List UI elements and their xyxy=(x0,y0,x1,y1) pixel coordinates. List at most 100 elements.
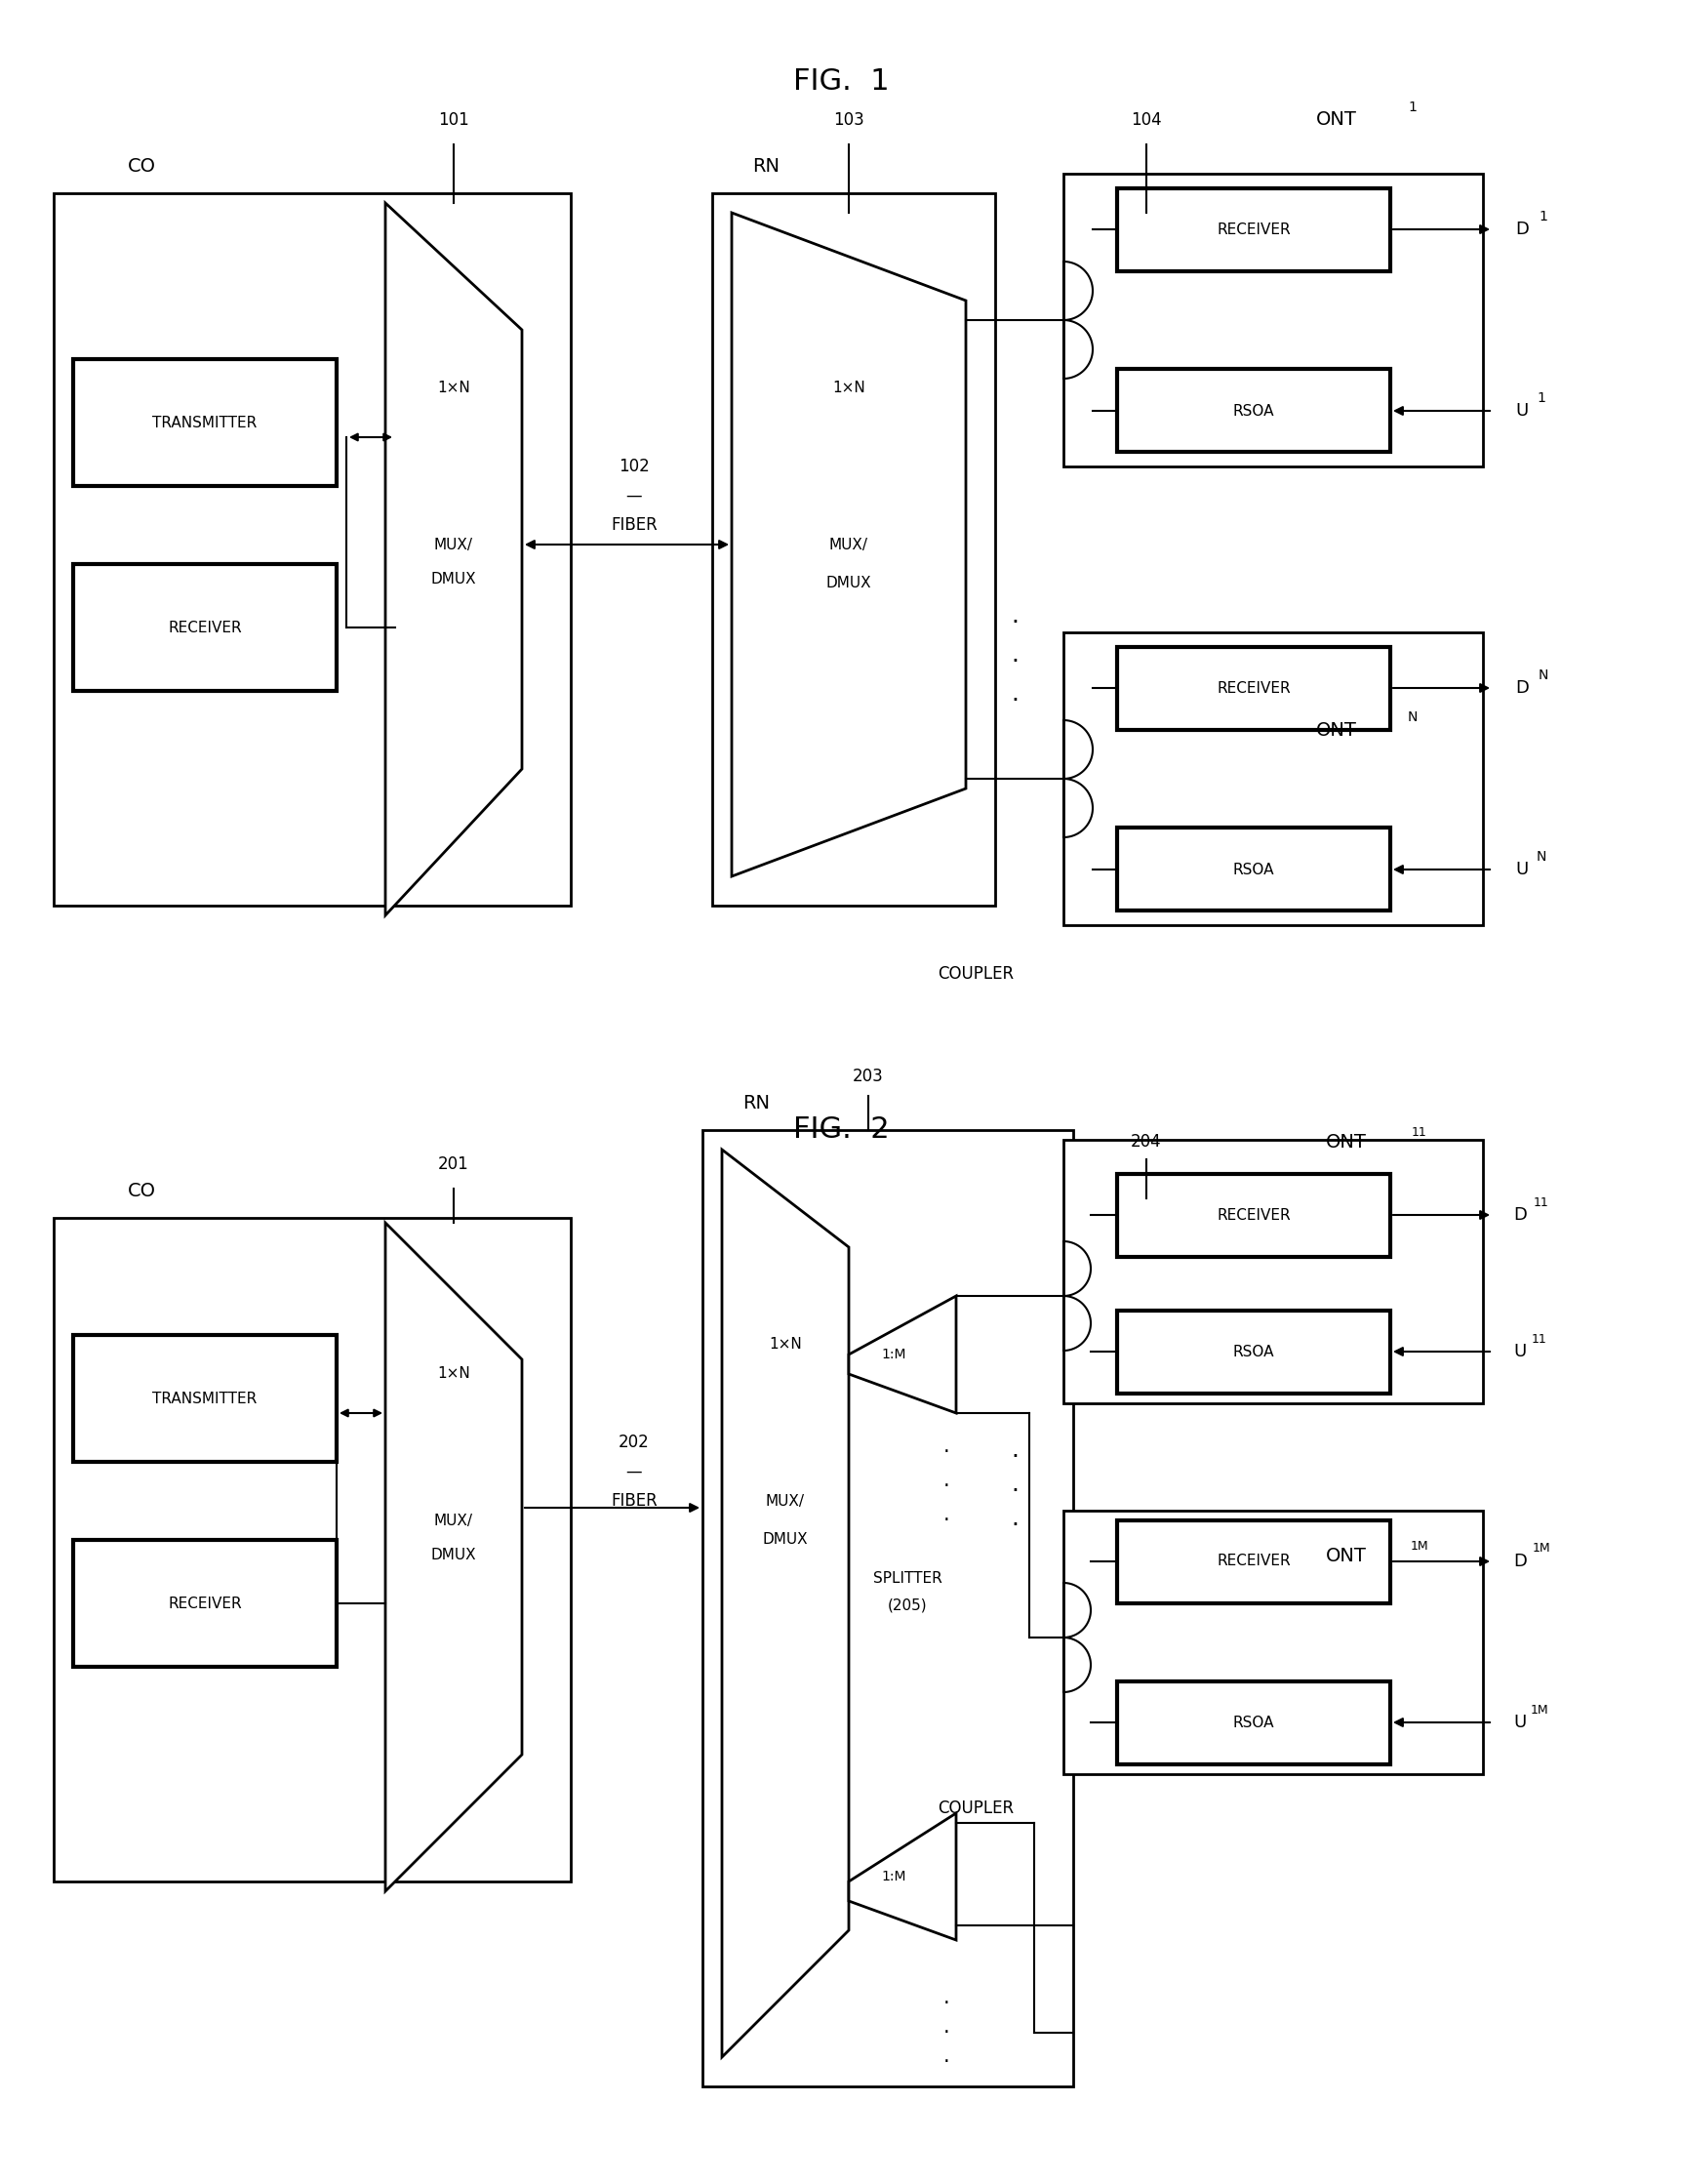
Text: RECEIVER: RECEIVER xyxy=(168,1597,242,1610)
Bar xyxy=(1116,188,1390,271)
Text: U: U xyxy=(1515,860,1528,878)
Text: (205): (205) xyxy=(888,1599,926,1612)
Text: 1: 1 xyxy=(1407,100,1415,114)
Bar xyxy=(711,192,995,906)
Text: RSOA: RSOA xyxy=(1232,1345,1274,1358)
Bar xyxy=(703,1129,1072,2086)
Text: 1×N: 1×N xyxy=(832,380,864,395)
Bar xyxy=(74,1540,336,1666)
Text: ONT: ONT xyxy=(1316,111,1357,129)
Text: 202: 202 xyxy=(619,1433,649,1450)
Bar xyxy=(1116,1310,1390,1393)
Bar xyxy=(1116,1520,1390,1603)
Bar xyxy=(1062,1511,1483,1773)
Text: 11: 11 xyxy=(1410,1125,1427,1138)
Text: RECEIVER: RECEIVER xyxy=(1215,223,1289,238)
Text: ·: · xyxy=(1010,651,1019,673)
Text: U: U xyxy=(1513,1343,1526,1361)
Text: RECEIVER: RECEIVER xyxy=(1215,681,1289,697)
Text: D: D xyxy=(1515,221,1528,238)
Text: RSOA: RSOA xyxy=(1232,1714,1274,1730)
Text: —: — xyxy=(625,487,642,505)
Text: 1: 1 xyxy=(1536,391,1545,404)
Text: FIBER: FIBER xyxy=(610,1492,657,1509)
Text: 1:M: 1:M xyxy=(881,1870,906,1883)
Text: D: D xyxy=(1513,1553,1526,1570)
Text: 101: 101 xyxy=(439,111,469,129)
Bar xyxy=(74,1334,336,1461)
Text: ·: · xyxy=(1010,612,1019,633)
Text: ·: · xyxy=(943,1511,950,1531)
Polygon shape xyxy=(385,203,521,915)
Text: DMUX: DMUX xyxy=(430,572,476,585)
Text: ·: · xyxy=(1010,1479,1019,1503)
Bar xyxy=(1116,369,1390,452)
Text: RN: RN xyxy=(751,157,778,175)
Bar xyxy=(54,1219,570,1880)
Bar xyxy=(54,192,570,906)
Text: N: N xyxy=(1407,710,1417,725)
Text: TRANSMITTER: TRANSMITTER xyxy=(153,1391,257,1406)
Text: 104: 104 xyxy=(1130,111,1162,129)
Text: 102: 102 xyxy=(619,459,649,476)
Text: ONT: ONT xyxy=(1316,721,1357,738)
Text: 201: 201 xyxy=(439,1155,469,1173)
Text: FIBER: FIBER xyxy=(610,515,657,533)
Text: CO: CO xyxy=(128,1182,156,1199)
Text: ·: · xyxy=(1010,1514,1019,1538)
Text: CO: CO xyxy=(128,157,156,175)
Text: FIG.  1: FIG. 1 xyxy=(792,68,889,96)
Text: U: U xyxy=(1513,1714,1526,1732)
Text: ·: · xyxy=(943,2053,950,2073)
Text: ·: · xyxy=(1010,688,1019,712)
Text: 1M: 1M xyxy=(1531,1542,1550,1555)
Polygon shape xyxy=(849,1295,955,1413)
Text: COUPLER: COUPLER xyxy=(936,965,1014,983)
Text: —: — xyxy=(625,1463,642,1481)
Text: D: D xyxy=(1513,1206,1526,1223)
Polygon shape xyxy=(385,1223,521,1891)
Polygon shape xyxy=(721,1149,849,2057)
Bar xyxy=(1116,1682,1390,1765)
Text: U: U xyxy=(1515,402,1528,419)
Text: SPLITTER: SPLITTER xyxy=(872,1572,941,1586)
Bar xyxy=(74,563,336,690)
Text: ONT: ONT xyxy=(1325,1133,1367,1151)
Text: COUPLER: COUPLER xyxy=(936,1800,1014,1817)
Text: DMUX: DMUX xyxy=(825,577,871,592)
Text: ·: · xyxy=(943,2022,950,2042)
Bar xyxy=(1116,828,1390,911)
Text: RECEIVER: RECEIVER xyxy=(168,620,242,636)
Text: 1:M: 1:M xyxy=(881,1348,906,1361)
Text: RECEIVER: RECEIVER xyxy=(1215,1208,1289,1223)
Polygon shape xyxy=(849,1813,955,1939)
Polygon shape xyxy=(731,212,965,876)
Bar xyxy=(1116,646,1390,729)
Text: 103: 103 xyxy=(832,111,864,129)
Text: D: D xyxy=(1515,679,1528,697)
Bar xyxy=(1062,1140,1483,1404)
Text: ·: · xyxy=(1010,1446,1019,1468)
Text: 1×N: 1×N xyxy=(437,1367,471,1380)
Text: 203: 203 xyxy=(852,1068,883,1085)
Bar xyxy=(1062,633,1483,926)
Text: 1M: 1M xyxy=(1410,1540,1427,1553)
Text: 11: 11 xyxy=(1531,1332,1547,1345)
Text: TRANSMITTER: TRANSMITTER xyxy=(153,415,257,430)
Text: RN: RN xyxy=(741,1094,770,1112)
Text: RSOA: RSOA xyxy=(1232,404,1274,417)
Text: MUX/: MUX/ xyxy=(434,537,472,553)
Bar xyxy=(1062,175,1483,467)
Text: ·: · xyxy=(943,1994,950,2014)
Text: 11: 11 xyxy=(1533,1197,1548,1208)
Text: DMUX: DMUX xyxy=(761,1533,807,1546)
Text: 204: 204 xyxy=(1130,1133,1162,1151)
Text: MUX/: MUX/ xyxy=(765,1494,805,1509)
Text: ONT: ONT xyxy=(1325,1546,1367,1564)
Text: 1×N: 1×N xyxy=(437,380,471,395)
Text: MUX/: MUX/ xyxy=(434,1514,472,1529)
Text: MUX/: MUX/ xyxy=(829,537,867,553)
Text: ·: · xyxy=(943,1476,950,1496)
Text: DMUX: DMUX xyxy=(430,1546,476,1562)
Bar xyxy=(74,358,336,487)
